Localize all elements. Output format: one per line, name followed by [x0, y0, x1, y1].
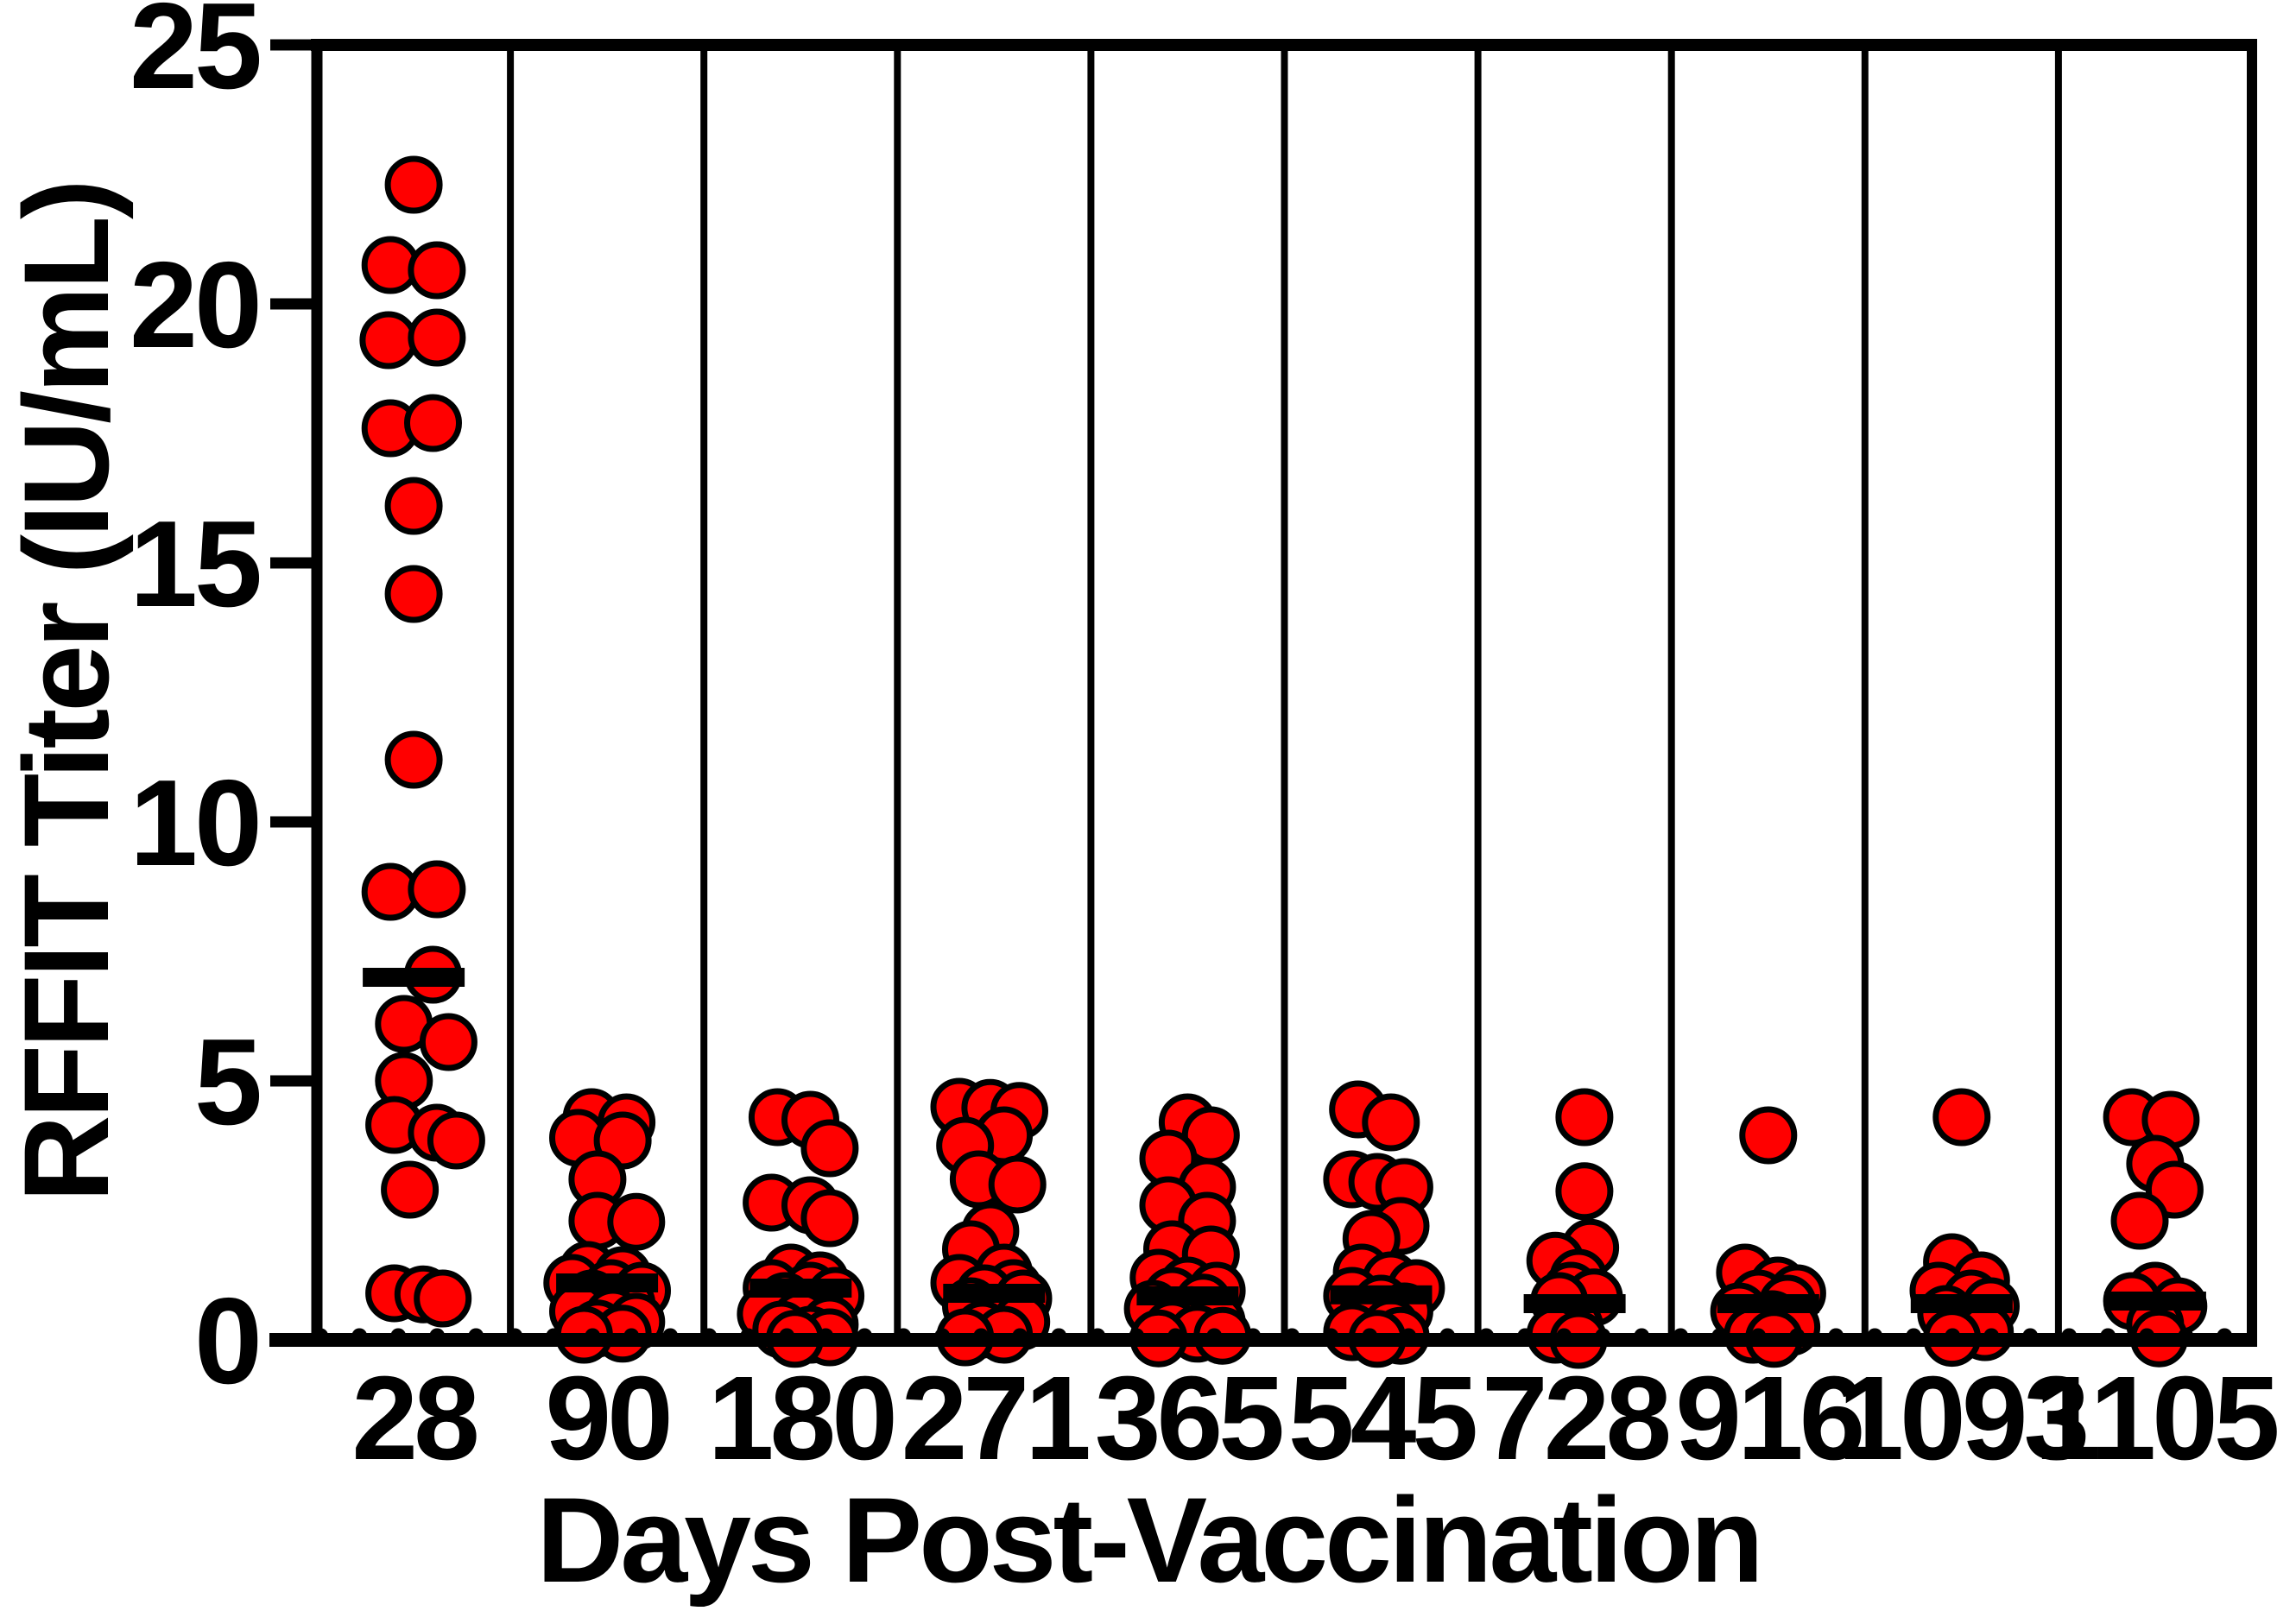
x-category-label: 180: [708, 1352, 894, 1485]
data-point: [1555, 1162, 1614, 1221]
data-point: [419, 1013, 478, 1071]
data-point: [408, 241, 466, 300]
y-tick-label: 20: [130, 237, 259, 374]
data-point: [988, 1155, 1047, 1214]
x-category-label: 90: [545, 1352, 669, 1485]
x-category-label: 728: [1482, 1352, 1668, 1485]
x-category-label: 916: [1675, 1352, 1861, 1485]
median-bar: [750, 1279, 852, 1298]
data-point: [404, 394, 462, 452]
data-point: [1932, 1088, 1991, 1147]
data-point: [381, 1160, 440, 1219]
data-point: [607, 1192, 666, 1251]
x-category-label: 545: [1288, 1352, 1475, 1485]
x-axis-title: Days Post-Vaccination: [536, 1472, 1761, 1608]
data-point: [384, 565, 443, 623]
y-tick-label: 10: [130, 755, 259, 892]
data-point: [384, 730, 443, 789]
median-bar: [1330, 1285, 1433, 1305]
median-bar: [1717, 1294, 1819, 1313]
x-category-label: 1105: [2034, 1352, 2277, 1485]
y-tick-label: 25: [130, 0, 260, 115]
data-point: [1362, 1093, 1420, 1152]
median-bar: [1523, 1294, 1626, 1313]
data-point: [427, 1111, 485, 1170]
median-bar: [556, 1273, 659, 1292]
median-bar: [1136, 1286, 1239, 1305]
y-tick-label: 5: [194, 1014, 260, 1151]
median-bar: [1910, 1294, 2013, 1313]
data-point: [384, 477, 443, 535]
data-point: [800, 1119, 859, 1178]
data-point: [408, 860, 466, 919]
x-category-label: 271: [901, 1352, 1088, 1485]
y-axis-title: RFFIT Titer (IU/mL): [0, 182, 134, 1202]
data-point: [2110, 1191, 2169, 1250]
median-bar: [2103, 1292, 2206, 1311]
x-category-label: 365: [1095, 1352, 1281, 1485]
median-bar: [363, 968, 465, 987]
data-point: [1555, 1088, 1614, 1147]
y-tick-label: 15: [130, 496, 260, 633]
data-point: [800, 1189, 859, 1248]
data-point: [1739, 1106, 1798, 1165]
y-tick-label: 0: [194, 1273, 259, 1410]
median-bar: [943, 1284, 1046, 1303]
x-category-label: 28: [351, 1352, 477, 1485]
data-point: [408, 308, 466, 367]
data-point: [384, 155, 443, 214]
data-point: [359, 311, 418, 370]
x-category-label: 1093: [1837, 1352, 2085, 1485]
data-point: [414, 1269, 472, 1328]
